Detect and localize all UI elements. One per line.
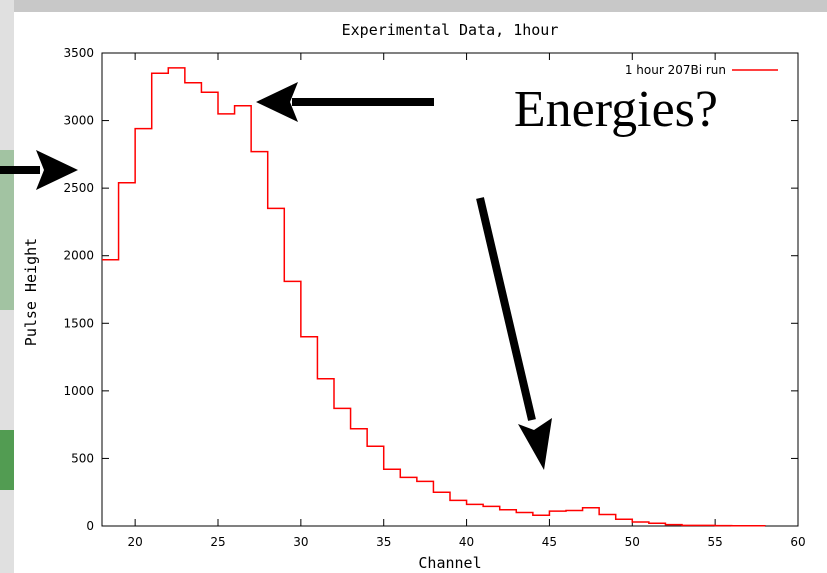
y-tick-label: 0	[86, 519, 94, 533]
y-tick-label: 3500	[63, 46, 94, 60]
x-tick-label: 45	[542, 535, 557, 549]
x-tick-label: 30	[293, 535, 308, 549]
y-tick-label: 2500	[63, 181, 94, 195]
x-tick-label: 20	[128, 535, 143, 549]
x-axis-label: Channel	[418, 554, 481, 572]
arrow-to-small-peak	[476, 197, 552, 470]
x-tick-label: 60	[790, 535, 805, 549]
y-tick-label: 2000	[63, 249, 94, 263]
series-layer	[102, 67, 766, 527]
axes: 20 25 30 35 40 45 50 55 60 0 500 1000 1500 2000 2500 30…	[63, 46, 805, 549]
series-line	[102, 67, 766, 527]
y-tick-label: 1000	[63, 384, 94, 398]
legend: 1 hour 207Bi run	[625, 63, 778, 77]
annotation: Energies?	[0, 81, 718, 470]
chart-title: Experimental Data, 1hour	[342, 21, 559, 39]
x-tick-label: 50	[625, 535, 640, 549]
y-axis-label: Pulse Height	[22, 238, 40, 346]
x-tick-label: 25	[210, 535, 225, 549]
y-tick-label: 500	[71, 451, 94, 465]
arrow-to-axis	[0, 150, 78, 190]
y-tick-label: 1500	[63, 316, 94, 330]
x-tick-label: 35	[376, 535, 391, 549]
plot-frame	[101, 52, 799, 527]
annotation-text: Energies?	[514, 81, 718, 138]
x-tick-label: 40	[459, 535, 474, 549]
legend-label: 1 hour 207Bi run	[625, 63, 726, 77]
x-tick-label: 55	[708, 535, 723, 549]
arrow-to-peak	[256, 82, 434, 122]
y-tick-label: 3000	[63, 114, 94, 128]
